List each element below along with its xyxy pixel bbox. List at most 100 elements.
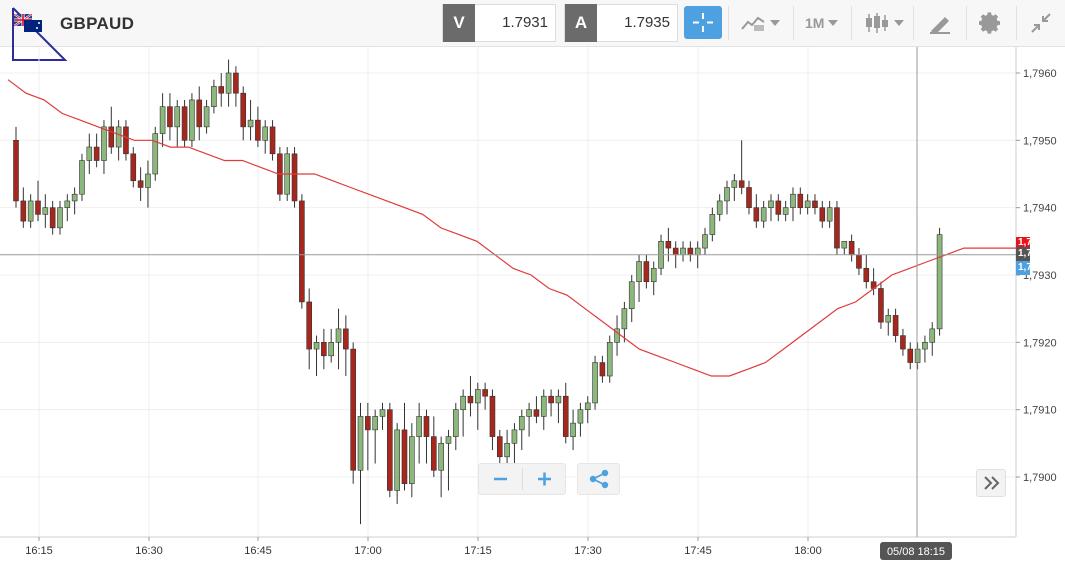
candle-bullish <box>152 133 159 175</box>
double-chevron-right-icon <box>984 476 1000 490</box>
zoom-in-button[interactable] <box>523 464 566 494</box>
candle-bearish <box>907 348 914 363</box>
candle-style-menu[interactable] <box>864 8 904 38</box>
candle-bullish <box>790 193 796 208</box>
crosshair-time-badge: 05/08 18:15 <box>880 542 952 560</box>
candle-bullish <box>606 342 613 377</box>
candle-bearish <box>738 180 745 188</box>
candle-bearish <box>218 86 225 94</box>
ask-label: A <box>565 4 597 42</box>
gear-icon <box>979 12 1000 34</box>
candle-bullish <box>64 200 71 208</box>
pencil-ruler-icon <box>930 17 950 34</box>
draw-tools-button[interactable] <box>928 8 952 38</box>
candle-bullish <box>518 416 525 431</box>
candle-bullish <box>247 119 254 128</box>
candle-bearish <box>401 429 408 485</box>
candle-bearish <box>299 200 305 303</box>
price-tick-label: 1,7910 <box>1023 405 1057 417</box>
time-tick-label: 18:00 <box>794 545 822 557</box>
candle-bearish <box>812 200 818 208</box>
candle-bearish <box>137 180 144 188</box>
candle-bearish <box>834 207 840 249</box>
candle-bullish <box>159 106 166 134</box>
bid-value: 1.7931 <box>502 14 548 31</box>
timeframe-menu[interactable]: 1M <box>805 8 839 38</box>
candle-bullish <box>885 315 892 323</box>
candle-bearish <box>196 99 203 128</box>
candle-bearish <box>672 247 679 256</box>
candle-bullish <box>474 389 481 404</box>
candle-bearish <box>233 72 239 94</box>
candle-bullish <box>328 342 334 357</box>
line-chart-icon <box>741 16 765 31</box>
candle-bearish <box>848 241 855 256</box>
chart-type-menu[interactable] <box>740 8 780 38</box>
candle-bearish <box>533 409 540 417</box>
candle-bullish <box>540 395 547 417</box>
candle-bullish <box>79 160 85 195</box>
candle-bullish <box>145 173 151 188</box>
chevron-down-icon <box>828 20 839 26</box>
candle-bullish <box>680 247 686 256</box>
candle-bullish <box>936 234 943 330</box>
candle-bullish <box>57 207 63 229</box>
time-badge-bg <box>880 542 952 560</box>
candle-bearish <box>687 247 694 256</box>
share-icon <box>589 469 609 489</box>
candle-bullish <box>372 416 378 431</box>
candle-bullish <box>409 436 415 485</box>
crosshair-button[interactable] <box>684 6 722 39</box>
time-tick-label: 17:00 <box>354 545 382 557</box>
zoom-out-button[interactable] <box>479 464 522 494</box>
candle-bullish <box>636 261 642 283</box>
candle-bullish <box>702 234 708 249</box>
candle-bearish <box>365 416 371 431</box>
candle-bearish <box>548 395 554 404</box>
candle-bullish <box>262 126 269 141</box>
toolbar: GBPAUD V 1.7931 A 1.7935 1M <box>0 0 1065 61</box>
candle-bullish <box>203 106 210 128</box>
candle-bullish <box>225 72 232 94</box>
candle-bearish <box>93 146 100 161</box>
candle-bullish <box>621 308 628 330</box>
candle-bullish <box>101 126 107 161</box>
price-tick-label: 1,7960 <box>1023 68 1057 80</box>
candle-bearish <box>350 348 356 471</box>
candle-bearish <box>291 153 298 202</box>
candle-bullish <box>592 362 598 404</box>
minus-icon <box>494 477 507 481</box>
candle-bearish <box>321 342 327 357</box>
ask-value: 1.7935 <box>624 14 670 31</box>
candle-bearish <box>665 241 672 249</box>
candle-bullish <box>71 193 78 202</box>
candle-bearish <box>123 126 129 155</box>
scroll-to-latest-button[interactable] <box>976 469 1006 497</box>
candle-bullish <box>760 207 767 222</box>
candle-bullish <box>526 409 532 417</box>
candle-bullish <box>357 416 364 471</box>
share-button[interactable] <box>577 463 620 495</box>
candle-bearish <box>343 328 349 350</box>
collapse-button[interactable] <box>1030 8 1052 38</box>
candle-bullish <box>841 241 848 249</box>
time-tick-label: 16:45 <box>244 545 272 557</box>
candle-bullish <box>584 402 591 410</box>
candle-bullish <box>86 146 93 161</box>
candle-bullish <box>768 200 774 208</box>
settings-button[interactable] <box>979 8 1003 38</box>
candle-bullish <box>115 126 122 148</box>
candle-bullish <box>174 106 181 128</box>
candle-bullish <box>914 348 921 363</box>
price-tick-label: 1,7940 <box>1023 203 1057 215</box>
candle-bearish <box>746 187 752 208</box>
candlestick-icon <box>866 13 888 33</box>
time-tick-label: 17:30 <box>574 545 602 557</box>
candle-bearish <box>892 315 899 336</box>
price-tick-label: 1,7950 <box>1023 135 1057 147</box>
candle-bearish <box>255 119 261 141</box>
ask-price-label: 1,7934 <box>1016 237 1030 249</box>
candle-bearish <box>863 267 870 283</box>
candle-bearish <box>13 140 19 202</box>
candle-bullish <box>504 443 510 458</box>
